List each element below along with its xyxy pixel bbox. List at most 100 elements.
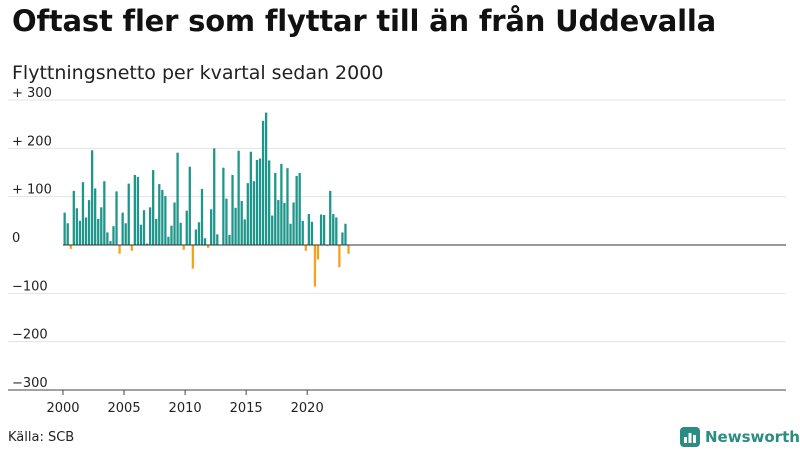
bar: [179, 222, 182, 245]
bar: [206, 245, 210, 248]
bar: [240, 201, 243, 245]
bar: [200, 188, 204, 245]
brand-name: Newsworthy: [705, 428, 800, 446]
bar: [124, 223, 127, 245]
source-note: Källa: SCB: [8, 430, 75, 445]
bar: [283, 202, 286, 245]
bar: [75, 208, 78, 245]
bar: [289, 223, 292, 245]
bar: [69, 245, 72, 249]
bar: [246, 183, 249, 245]
bar: [274, 172, 277, 245]
bar: [118, 245, 121, 254]
bar: [243, 219, 246, 245]
bar: [115, 191, 118, 245]
x-tick-label: 2010: [169, 401, 202, 416]
bar-chart-badge-icon: [680, 427, 700, 447]
bar: [261, 120, 265, 245]
brand-logo[interactable]: Newsworthy: [680, 427, 800, 447]
bar: [100, 207, 103, 245]
bar: [213, 148, 216, 245]
bar: [176, 152, 179, 245]
bar: [347, 245, 350, 254]
bar: [130, 245, 133, 251]
bar: [222, 167, 225, 245]
bar: [139, 224, 143, 245]
bar: [249, 151, 252, 245]
bar: [106, 232, 109, 245]
bar: [316, 245, 320, 260]
x-tick-label: 2005: [108, 401, 141, 416]
bar: [298, 172, 301, 245]
y-tick-label: −300: [12, 376, 48, 391]
bar: [121, 212, 124, 245]
bar: [197, 222, 201, 245]
bar: [268, 160, 271, 245]
bar: [185, 210, 188, 245]
bar: [63, 212, 66, 245]
y-tick-label: + 300: [12, 86, 52, 101]
bar: [210, 209, 213, 245]
bar: [341, 232, 344, 245]
bar: [258, 158, 262, 245]
bar: [286, 168, 289, 245]
x-tick-label: 2020: [291, 401, 324, 416]
bar: [191, 245, 194, 269]
bar: [142, 210, 146, 245]
bar: [164, 196, 167, 245]
bar: [335, 217, 338, 245]
bar: [344, 223, 347, 245]
bar: [109, 241, 112, 245]
bar: [161, 189, 164, 245]
bar: [94, 188, 97, 245]
bar: [313, 245, 317, 287]
bar: [145, 243, 149, 245]
bar: [87, 200, 91, 245]
bar: [167, 236, 170, 245]
bar: [78, 220, 82, 245]
bar: [304, 245, 307, 251]
bar: [136, 176, 140, 245]
bar: [310, 221, 314, 245]
bar: [301, 220, 304, 245]
bar: [307, 214, 310, 245]
bar: [84, 217, 88, 245]
bar: [234, 207, 237, 245]
bar: [228, 234, 231, 245]
chart-subtitle: Flyttningsnetto per kvartal sedan 2000: [12, 62, 384, 84]
bar: [148, 207, 152, 245]
bar: [322, 215, 326, 245]
bar: [264, 112, 268, 245]
bar: [332, 214, 335, 245]
bar: [194, 229, 198, 245]
bar: [252, 181, 256, 245]
bar: [127, 183, 130, 245]
chart-title: Oftast fler som flyttar till än från Udd…: [12, 4, 716, 38]
bar: [225, 198, 228, 245]
bar: [112, 226, 115, 245]
bar: [81, 182, 85, 245]
y-tick-label: + 200: [12, 134, 52, 149]
bar: [338, 245, 341, 268]
y-tick-label: −100: [12, 279, 48, 294]
y-tick-label: 0: [12, 231, 20, 246]
bar: [103, 181, 106, 245]
axes: + 300 + 200 + 100 0 −100 −200 −300 2000 2005 2010…: [8, 86, 786, 416]
bar: [319, 214, 323, 245]
bar: [231, 174, 234, 245]
bar: [66, 223, 69, 245]
bar: [271, 215, 274, 245]
bar: [133, 174, 136, 245]
bar: [203, 238, 207, 245]
y-tick-label: −200: [12, 328, 48, 343]
bar: [277, 200, 280, 245]
bar: [280, 163, 283, 245]
bar: [216, 234, 219, 245]
bar: [255, 159, 259, 245]
bar: [158, 184, 161, 245]
bar: [295, 175, 298, 245]
bar: [97, 218, 100, 245]
bar: [188, 166, 191, 245]
bar: [182, 245, 185, 250]
